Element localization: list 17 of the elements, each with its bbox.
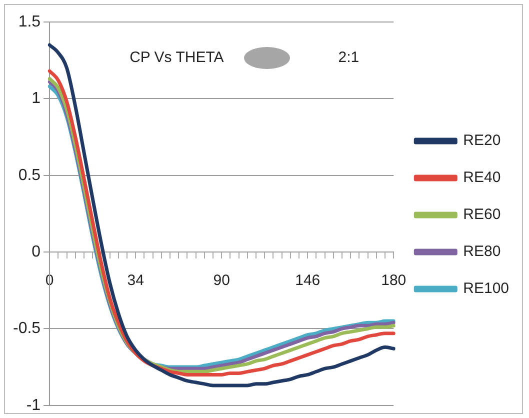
legend-label: RE40 — [463, 169, 501, 186]
legend-label: RE80 — [463, 243, 501, 260]
legend-label: RE20 — [463, 132, 501, 150]
legend-label: RE100 — [463, 280, 510, 298]
x-tick-label: 146 — [295, 272, 320, 290]
x-tick-label: 180 — [381, 272, 406, 290]
y-tick-label: 0.5 — [18, 166, 41, 184]
annotation: 2:1 — [338, 49, 360, 66]
y-tick-label: -0.5 — [12, 320, 41, 338]
legend-label: RE60 — [463, 206, 501, 224]
text: CP Vs THETA — [130, 49, 224, 66]
y-tick-label: 0 — [32, 243, 41, 260]
y-tick-label: 1 — [32, 90, 41, 108]
y-tick-label: -1 — [26, 396, 41, 414]
x-tick-label: 90 — [213, 272, 230, 290]
x-tick-label: 34 — [127, 272, 144, 290]
y-tick-label: 1.5 — [18, 13, 41, 30]
